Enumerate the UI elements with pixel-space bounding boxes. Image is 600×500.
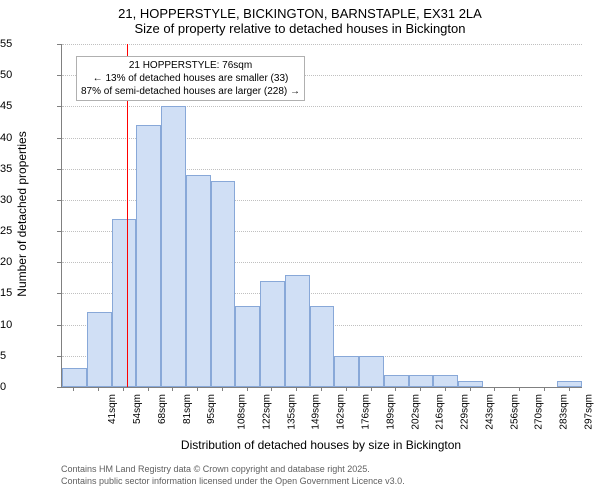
- gridline: [62, 106, 582, 107]
- annotation-line: 21 HOPPERSTYLE: 76sqm: [81, 59, 300, 72]
- ytick-mark: [57, 169, 61, 170]
- histogram-bar: [260, 281, 285, 387]
- histogram-bar: [235, 306, 260, 387]
- histogram-bar: [359, 356, 384, 387]
- xtick-mark: [569, 387, 570, 391]
- plot-area: 21 HOPPERSTYLE: 76sqm← 13% of detached h…: [61, 44, 582, 388]
- xtick-label: 68sqm: [157, 394, 168, 424]
- histogram-bar: [161, 106, 186, 387]
- credits-text: Contains HM Land Registry data © Crown c…: [61, 464, 405, 487]
- histogram-bar: [310, 306, 335, 387]
- histogram-bar: [62, 368, 87, 387]
- xtick-mark: [172, 387, 173, 391]
- ytick-mark: [57, 356, 61, 357]
- x-axis-label: Distribution of detached houses by size …: [61, 438, 581, 452]
- ytick-label: 55: [0, 38, 55, 50]
- ytick-mark: [57, 138, 61, 139]
- xtick-label: 229sqm: [460, 394, 471, 430]
- ytick-label: 5: [0, 350, 55, 362]
- histogram-bar: [87, 312, 112, 387]
- xtick-mark: [346, 387, 347, 391]
- gridline: [62, 44, 582, 45]
- histogram-bar: [211, 181, 236, 387]
- xtick-mark: [321, 387, 322, 391]
- xtick-label: 108sqm: [237, 394, 248, 430]
- ytick-mark: [57, 325, 61, 326]
- xtick-label: 283sqm: [559, 394, 570, 430]
- xtick-mark: [271, 387, 272, 391]
- ytick-label: 10: [0, 319, 55, 331]
- y-axis-label: Number of detached properties: [15, 114, 29, 314]
- xtick-mark: [445, 387, 446, 391]
- xtick-mark: [395, 387, 396, 391]
- annotation-line: ← 13% of detached houses are smaller (33…: [81, 72, 300, 85]
- xtick-label: 41sqm: [107, 394, 118, 424]
- histogram-bar: [186, 175, 211, 387]
- xtick-mark: [123, 387, 124, 391]
- annotation-box: 21 HOPPERSTYLE: 76sqm← 13% of detached h…: [76, 56, 305, 101]
- histogram-bar: [384, 375, 409, 387]
- xtick-label: 54sqm: [132, 394, 143, 424]
- histogram-bar: [112, 219, 137, 387]
- xtick-label: 122sqm: [262, 394, 273, 430]
- xtick-label: 176sqm: [361, 394, 372, 430]
- xtick-label: 95sqm: [206, 394, 217, 424]
- xtick-label: 81sqm: [182, 394, 193, 424]
- xtick-mark: [98, 387, 99, 391]
- histogram-bar: [136, 125, 161, 387]
- ytick-mark: [57, 106, 61, 107]
- xtick-mark: [420, 387, 421, 391]
- ytick-mark: [57, 293, 61, 294]
- ytick-mark: [57, 44, 61, 45]
- xtick-mark: [371, 387, 372, 391]
- histogram-bar: [458, 381, 483, 387]
- xtick-mark: [197, 387, 198, 391]
- xtick-mark: [296, 387, 297, 391]
- ytick-mark: [57, 231, 61, 232]
- xtick-label: 202sqm: [410, 394, 421, 430]
- chart-container: 21, HOPPERSTYLE, BICKINGTON, BARNSTAPLE,…: [0, 0, 600, 500]
- histogram-bar: [334, 356, 359, 387]
- xtick-mark: [73, 387, 74, 391]
- annotation-line: 87% of semi-detached houses are larger (…: [81, 85, 300, 98]
- xtick-label: 256sqm: [509, 394, 520, 430]
- xtick-label: 216sqm: [435, 394, 446, 430]
- xtick-mark: [247, 387, 248, 391]
- title-line-2: Size of property relative to detached ho…: [0, 21, 600, 36]
- credits-line-1: Contains HM Land Registry data © Crown c…: [61, 464, 405, 476]
- xtick-mark: [519, 387, 520, 391]
- xtick-mark: [470, 387, 471, 391]
- histogram-bar: [285, 275, 310, 387]
- ytick-label: 45: [0, 100, 55, 112]
- xtick-label: 243sqm: [484, 394, 495, 430]
- ytick-mark: [57, 200, 61, 201]
- histogram-bar: [433, 375, 458, 387]
- ytick-mark: [57, 75, 61, 76]
- xtick-label: 297sqm: [583, 394, 594, 430]
- ytick-mark: [57, 387, 61, 388]
- histogram-bar: [409, 375, 434, 387]
- xtick-mark: [544, 387, 545, 391]
- xtick-label: 135sqm: [286, 394, 297, 430]
- ytick-mark: [57, 262, 61, 263]
- credits-line-2: Contains public sector information licen…: [61, 476, 405, 488]
- xtick-label: 270sqm: [534, 394, 545, 430]
- xtick-label: 189sqm: [385, 394, 396, 430]
- ytick-label: 0: [0, 381, 55, 393]
- ytick-label: 50: [0, 69, 55, 81]
- title-line-1: 21, HOPPERSTYLE, BICKINGTON, BARNSTAPLE,…: [0, 6, 600, 21]
- xtick-mark: [494, 387, 495, 391]
- xtick-label: 149sqm: [311, 394, 322, 430]
- histogram-bar: [557, 381, 582, 387]
- xtick-mark: [222, 387, 223, 391]
- xtick-mark: [148, 387, 149, 391]
- xtick-label: 162sqm: [336, 394, 347, 430]
